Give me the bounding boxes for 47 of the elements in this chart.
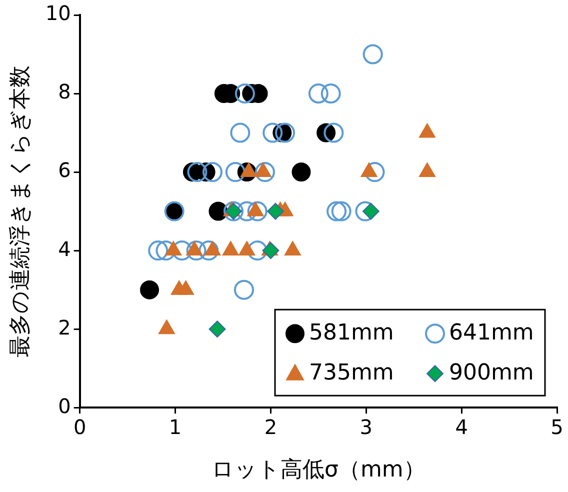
y-tick-label: 4 xyxy=(58,236,71,261)
y-tick-label: 10 xyxy=(45,1,71,26)
x-tick-label: 3 xyxy=(360,414,373,439)
point xyxy=(198,240,219,261)
x-tick-label: 0 xyxy=(73,414,86,439)
point xyxy=(326,201,347,222)
point xyxy=(247,240,268,261)
point xyxy=(140,280,160,300)
legend-label: 900mm xyxy=(449,360,534,386)
point xyxy=(266,202,284,220)
point xyxy=(262,122,283,143)
point xyxy=(247,201,268,222)
legend-label: 641mm xyxy=(449,320,534,346)
y-tick-label: 6 xyxy=(58,158,71,182)
point xyxy=(324,122,344,143)
legend-label: 581mm xyxy=(309,320,394,346)
point xyxy=(320,84,341,104)
point xyxy=(234,280,254,300)
point xyxy=(292,162,311,182)
y-axis-title: 最多の連続浮きまくらぎ本数 xyxy=(8,65,33,358)
y-tick-label: 2 xyxy=(58,315,71,340)
point xyxy=(362,44,383,64)
point xyxy=(364,162,385,182)
y-tick-label: 8 xyxy=(58,80,71,104)
y-tick-label: 0 xyxy=(58,394,71,418)
x-tick-label: 1 xyxy=(168,414,182,439)
x-axis-title: ロット高低σ（mm） xyxy=(212,458,426,483)
point xyxy=(172,240,192,261)
point xyxy=(362,202,380,220)
point xyxy=(234,84,255,104)
point xyxy=(225,162,246,182)
point xyxy=(254,162,275,182)
legend-label: 735mm xyxy=(309,360,394,386)
point xyxy=(148,240,168,261)
point xyxy=(331,201,352,222)
point xyxy=(275,122,296,143)
point xyxy=(202,162,222,182)
x-tick-label: 2 xyxy=(264,414,278,439)
point xyxy=(186,240,206,261)
point xyxy=(308,84,328,104)
x-tick-label: 4 xyxy=(455,414,468,439)
x-tick-label: 5 xyxy=(550,414,564,439)
point xyxy=(156,240,176,261)
point xyxy=(208,320,226,338)
point xyxy=(230,122,250,143)
point xyxy=(187,162,208,182)
point xyxy=(262,242,280,260)
